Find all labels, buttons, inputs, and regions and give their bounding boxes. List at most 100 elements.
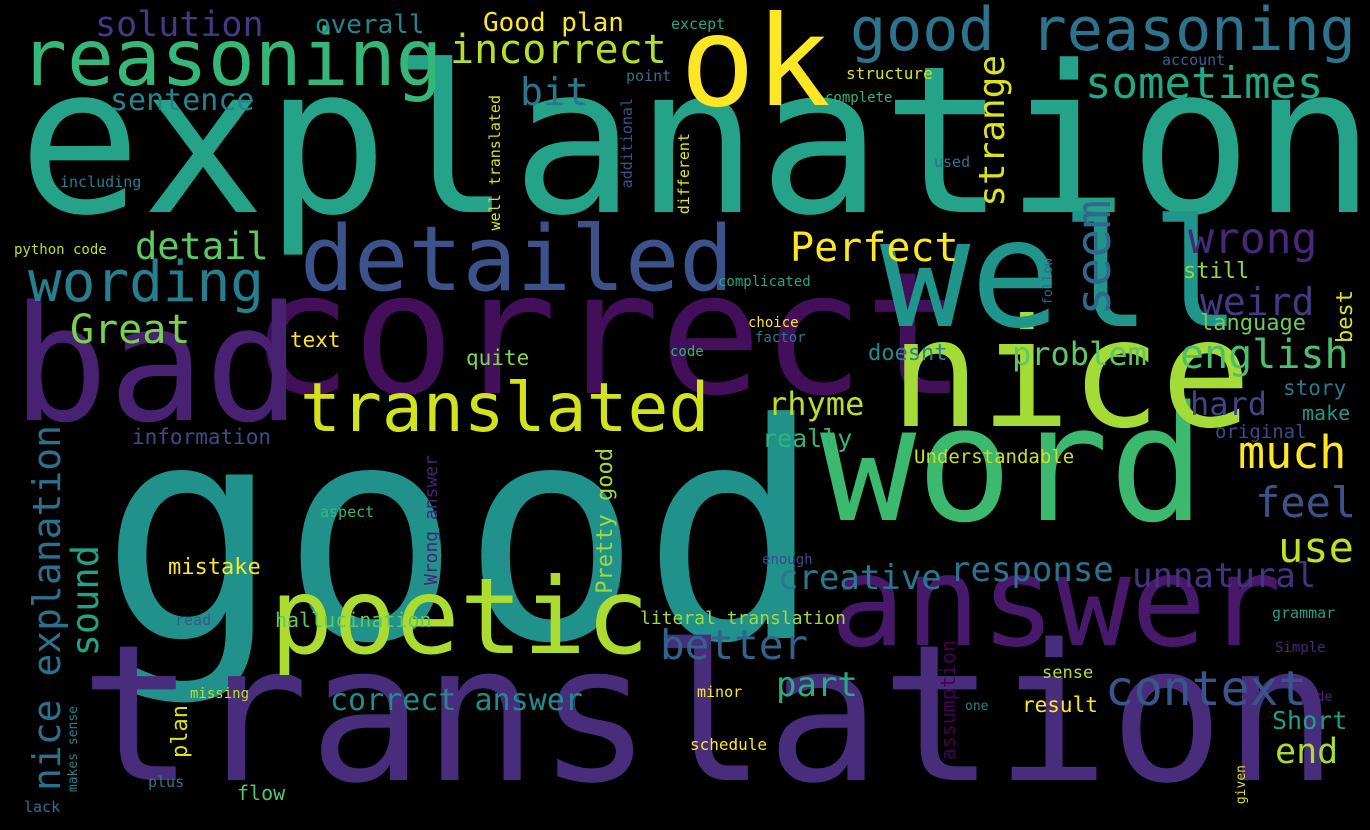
cloud-word: part <box>776 665 858 705</box>
cloud-word: Pretty good <box>593 448 618 594</box>
cloud-word: lack <box>24 798 61 816</box>
cloud-word: problem <box>1012 335 1147 373</box>
cloud-word: additional <box>618 98 636 189</box>
cloud-word: bad <box>12 271 301 458</box>
cloud-word: really <box>762 424 853 453</box>
cloud-word: complicated <box>718 274 811 290</box>
cloud-word: different <box>675 133 693 215</box>
cloud-word: enough <box>762 552 813 568</box>
cloud-word: plus <box>148 773 185 791</box>
cloud-word: good <box>100 360 823 709</box>
cloud-word: translation <box>80 604 1339 825</box>
cloud-word: unnatural <box>1132 556 1317 596</box>
cloud-word: explanation <box>18 23 1370 261</box>
cloud-word: minor <box>697 683 743 701</box>
cloud-word: well <box>880 188 1242 362</box>
cloud-word: flow <box>237 781 286 805</box>
cloud-word: feel <box>1255 478 1357 527</box>
cloud-word: sound <box>64 545 107 657</box>
cloud-word: reasoning <box>20 14 443 104</box>
cloud-word: hard <box>1190 385 1268 423</box>
cloud-word: still <box>1183 259 1250 284</box>
cloud-word: used <box>934 153 971 171</box>
cloud-word: Simple <box>1275 640 1326 656</box>
cloud-word: Short <box>1272 706 1348 735</box>
cloud-word: schedule <box>690 735 768 754</box>
cloud-word: aspect <box>320 503 375 521</box>
cloud-word: made <box>1301 690 1333 705</box>
cloud-word: weird <box>1200 280 1315 324</box>
cloud-word: detail <box>135 225 269 268</box>
cloud-word: grammar <box>1272 604 1336 622</box>
cloud-word: Wrong answer <box>421 455 442 586</box>
cloud-word: Good plan <box>483 8 624 38</box>
cloud-word: bit <box>520 70 589 114</box>
cloud-word: use <box>1278 523 1354 572</box>
cloud-word: except <box>671 15 726 33</box>
cloud-word: translated <box>300 369 710 448</box>
cloud-word: quite <box>466 346 530 370</box>
cloud-word: much <box>1238 426 1347 479</box>
cloud-word: read <box>175 611 212 629</box>
cloud-word: make <box>1302 401 1351 425</box>
cloud-word: structure <box>846 64 933 83</box>
cloud-word: rhyme <box>768 385 865 423</box>
cloud-word: Great <box>70 307 191 353</box>
cloud-word: solution <box>95 5 264 45</box>
cloud-word: result <box>1022 693 1098 717</box>
cloud-word: end <box>1275 732 1339 772</box>
cloud-word: good reasoning <box>850 0 1356 65</box>
cloud-word: wording <box>28 250 265 315</box>
cloud-word: assumption <box>936 640 960 761</box>
cloud-word: context <box>1105 661 1308 717</box>
cloud-word: python code <box>14 242 107 258</box>
cloud-word: sentence <box>110 83 255 118</box>
cloud-word: best <box>1333 290 1358 343</box>
cloud-word: account <box>1162 51 1226 69</box>
cloud-word: overall <box>315 10 425 40</box>
cloud-word: code <box>670 344 704 360</box>
cloud-word: Understandable <box>914 446 1075 468</box>
cloud-word: one <box>965 699 989 714</box>
cloud-word: response <box>950 550 1114 590</box>
cloud-word: sense <box>1042 663 1094 683</box>
cloud-word: answer <box>830 530 1282 675</box>
cloud-word: factor <box>755 330 806 346</box>
cloud-word: correct <box>250 236 967 434</box>
cloud-word: original <box>1215 421 1307 443</box>
cloud-word: creative <box>778 558 942 598</box>
cloud-word: including <box>60 173 142 191</box>
cloud-word: hallucination <box>275 608 432 632</box>
cloud-word: given <box>1234 765 1249 805</box>
cloud-word: better <box>660 621 809 669</box>
cloud-word: makes sense <box>66 706 81 793</box>
cloud-word: information <box>132 425 272 449</box>
cloud-word: Perfect <box>790 225 959 271</box>
cloud-word: text <box>290 328 341 352</box>
cloud-word: well translated <box>486 95 504 231</box>
cloud-word: detailed <box>300 207 734 312</box>
cloud-word: word <box>820 371 1206 558</box>
cloud-word: sometimes <box>1085 58 1324 109</box>
cloud-word: poetic <box>270 556 650 678</box>
cloud-word: incorrect <box>450 27 667 73</box>
cloud-word: literal translation <box>640 608 846 629</box>
cloud-word: language <box>1200 311 1306 336</box>
cloud-word: strange <box>972 55 1013 207</box>
cloud-word: correct answer <box>330 683 583 718</box>
cloud-word: story <box>1283 376 1347 400</box>
cloud-word: mistake <box>168 555 261 580</box>
cloud-word: nice explanation <box>25 425 69 792</box>
cloud-word: english <box>1180 332 1349 378</box>
cloud-word: nice <box>890 288 1252 462</box>
cloud-word: ok <box>680 0 831 135</box>
cloud-word: complete <box>825 90 893 106</box>
cloud-word: plan <box>168 705 193 758</box>
cloud-word: choice <box>748 315 799 331</box>
cloud-word: wrong <box>1188 214 1318 264</box>
cloud-word: doesnt <box>868 341 948 366</box>
cloud-word: missing <box>190 686 250 702</box>
cloud-word: seem <box>1066 200 1122 316</box>
cloud-word: follow <box>1041 258 1056 305</box>
